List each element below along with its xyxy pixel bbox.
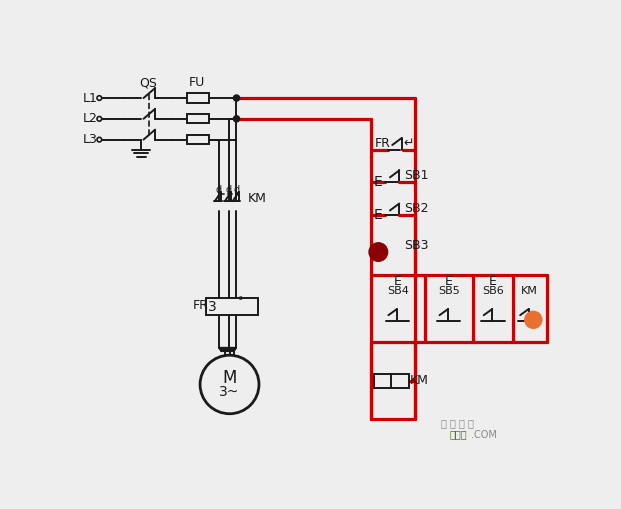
Text: E: E bbox=[394, 275, 402, 288]
Text: SB5: SB5 bbox=[438, 286, 460, 296]
Bar bbox=[187, 94, 209, 103]
Text: ↵: ↵ bbox=[404, 136, 414, 149]
Text: M: M bbox=[222, 370, 237, 387]
Text: SB4: SB4 bbox=[387, 286, 409, 296]
Text: SB2: SB2 bbox=[404, 202, 428, 215]
Text: E: E bbox=[445, 275, 453, 288]
Text: d: d bbox=[215, 185, 222, 194]
Circle shape bbox=[97, 117, 102, 121]
Text: E: E bbox=[489, 275, 497, 288]
Text: L2: L2 bbox=[82, 112, 97, 125]
Text: 电 工 天 下: 电 工 天 下 bbox=[441, 418, 474, 428]
Text: 3~: 3~ bbox=[219, 385, 240, 399]
Text: L3: L3 bbox=[82, 133, 97, 146]
Text: SB1: SB1 bbox=[404, 168, 428, 182]
Circle shape bbox=[97, 137, 102, 142]
Text: FU: FU bbox=[188, 76, 205, 89]
Circle shape bbox=[97, 96, 102, 100]
Text: KM: KM bbox=[410, 374, 429, 387]
Text: KM: KM bbox=[521, 286, 538, 296]
Circle shape bbox=[369, 243, 388, 261]
Text: 3: 3 bbox=[208, 300, 217, 314]
Text: KM: KM bbox=[248, 192, 267, 205]
Bar bbox=[391, 374, 409, 387]
Bar bbox=[374, 374, 391, 387]
Bar bbox=[206, 298, 258, 315]
Text: ²: ² bbox=[239, 296, 243, 305]
Circle shape bbox=[233, 95, 240, 101]
Text: QS: QS bbox=[140, 76, 158, 89]
Text: .COM: .COM bbox=[471, 430, 497, 440]
Text: E: E bbox=[374, 175, 383, 189]
Text: d: d bbox=[225, 185, 232, 194]
Circle shape bbox=[200, 355, 259, 414]
Bar bbox=[187, 135, 209, 144]
Text: L1: L1 bbox=[82, 92, 97, 104]
Text: 接线图: 接线图 bbox=[450, 430, 467, 440]
Text: SB3: SB3 bbox=[404, 239, 428, 251]
Polygon shape bbox=[219, 348, 237, 351]
Circle shape bbox=[233, 116, 240, 122]
Text: E: E bbox=[374, 208, 383, 222]
Text: FR: FR bbox=[193, 299, 208, 313]
Circle shape bbox=[525, 312, 542, 328]
Text: d: d bbox=[233, 185, 240, 194]
Bar bbox=[187, 114, 209, 124]
Text: FR: FR bbox=[374, 137, 391, 150]
Text: SB6: SB6 bbox=[482, 286, 504, 296]
